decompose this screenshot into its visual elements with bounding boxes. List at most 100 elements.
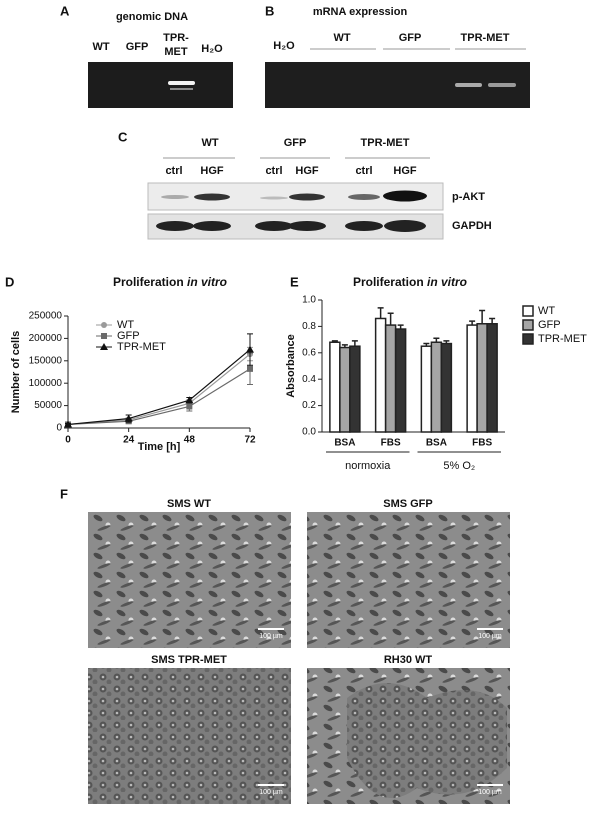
legend-label: TPR-MET	[117, 341, 166, 353]
lane-label: TPR-	[163, 32, 189, 44]
error-bar	[377, 307, 384, 319]
x-tick-label: 72	[244, 435, 256, 446]
scale-label: 100 µm	[259, 789, 283, 796]
condition-label: ctrl	[355, 165, 372, 177]
blot-bands	[161, 190, 427, 202]
gel-band	[488, 83, 516, 87]
marker	[64, 420, 72, 428]
condition-label: HGF	[200, 165, 224, 177]
condition-label: HGF	[393, 165, 417, 177]
x-tick-label: BSA	[426, 438, 447, 449]
panel-label: F	[60, 486, 68, 501]
lane-label: H₂O	[273, 40, 295, 52]
y-tick-label: 0.6	[302, 347, 316, 358]
lane-label: TPR-MET	[461, 32, 510, 44]
gel	[265, 62, 530, 108]
marker	[247, 365, 253, 372]
legend-label: GFP	[538, 319, 561, 331]
title-italic: in vitro	[427, 275, 467, 289]
error-bar	[387, 312, 394, 326]
bar	[486, 323, 498, 433]
blot-bands	[156, 220, 426, 232]
group-label: normoxia	[345, 460, 391, 472]
panel-title: genomic DNA	[116, 11, 188, 23]
legend-label: WT	[117, 319, 134, 331]
lane-label: WT	[333, 32, 350, 44]
condition-label: HGF	[295, 165, 319, 177]
y-axis-label: Number of cells	[10, 331, 22, 414]
row-label: p-AKT	[452, 191, 485, 203]
scale-label: 100 µm	[259, 633, 283, 640]
gel-band	[168, 81, 195, 85]
y-axis-label: Absorbance	[285, 334, 297, 398]
y-tick-label: 100000	[29, 378, 63, 389]
error-bar	[479, 309, 486, 324]
bar	[394, 328, 407, 433]
panel-title: mRNA expression	[313, 6, 408, 18]
image-title: SMS WT	[167, 498, 211, 510]
gel-band	[455, 83, 482, 87]
group-label: TPR-MET	[361, 137, 410, 149]
gel-band	[170, 88, 193, 90]
x-tick-label: FBS	[472, 438, 492, 449]
lane-label: MET	[164, 46, 188, 58]
marker	[186, 403, 193, 410]
bar	[339, 346, 351, 433]
x-tick-label: 48	[184, 435, 196, 446]
panel-label: A	[60, 3, 70, 18]
x-tick-label: 0	[65, 435, 71, 446]
y-tick-label: 0	[56, 423, 62, 434]
legend-marker	[101, 322, 107, 328]
bar	[430, 341, 443, 433]
bar	[420, 345, 433, 433]
chart-title: Proliferation in vitro	[113, 275, 227, 289]
gel	[88, 62, 233, 108]
cell-colony	[347, 683, 507, 798]
micrograph	[88, 512, 291, 648]
lane-label: WT	[92, 41, 109, 53]
micrograph	[307, 512, 510, 648]
legend-swatch	[522, 333, 534, 345]
marker	[246, 345, 254, 353]
bar	[466, 324, 478, 433]
y-tick-label: 1.0	[302, 295, 316, 306]
legend-swatch	[522, 319, 534, 331]
lane-label: GFP	[399, 32, 422, 44]
legend-marker	[100, 343, 108, 350]
y-tick-label: 0.4	[302, 374, 316, 385]
scale-label: 100 µm	[478, 789, 502, 796]
series-line	[67, 368, 251, 426]
image-title: RH30 WT	[384, 654, 433, 666]
panel-label: D	[5, 274, 14, 289]
image-title: SMS GFP	[383, 498, 433, 510]
marker	[185, 396, 194, 404]
lane-label: H₂O	[201, 43, 223, 55]
series-line	[67, 353, 251, 426]
bar	[440, 342, 453, 433]
error-bar	[351, 340, 358, 347]
series-line	[67, 349, 251, 426]
y-tick-label: 0.2	[302, 400, 316, 411]
y-tick-label: 200000	[29, 333, 63, 344]
title-text: Proliferation	[113, 275, 184, 289]
bar	[374, 317, 387, 433]
x-axis-label: Time [h]	[138, 441, 181, 453]
error-bar	[489, 317, 496, 324]
condition-label: ctrl	[265, 165, 282, 177]
marker	[124, 414, 133, 422]
chart-title: Proliferation in vitro	[353, 275, 467, 289]
row-label: GAPDH	[452, 220, 492, 232]
title-italic: in vitro	[187, 275, 227, 289]
y-tick-label: 50000	[34, 400, 62, 411]
bar	[476, 323, 488, 433]
x-tick-label: BSA	[334, 438, 355, 449]
legend-label: TPR-MET	[538, 333, 587, 345]
bar	[384, 324, 397, 433]
panel-label: C	[118, 129, 128, 144]
bar	[329, 341, 341, 433]
y-tick-label: 0.8	[302, 321, 316, 332]
legend-swatch	[522, 305, 534, 317]
scale-label: 100 µm	[478, 633, 502, 640]
